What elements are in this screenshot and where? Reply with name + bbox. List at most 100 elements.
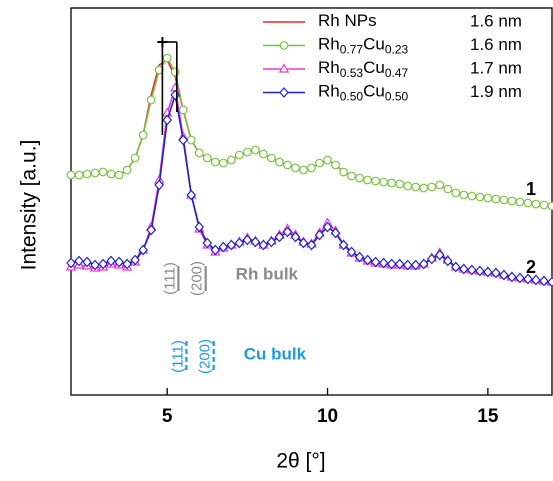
data-point (154, 179, 164, 191)
data-point (90, 168, 100, 178)
legend-label: Rh0.50Cu0.50 (318, 82, 409, 104)
legend-size: 1.9 nm (470, 82, 522, 101)
data-point (427, 182, 437, 192)
data-point (291, 163, 300, 173)
data-point (250, 145, 260, 155)
data-point (138, 244, 148, 256)
data-point (467, 264, 477, 276)
data-point (122, 165, 132, 175)
data-point (491, 194, 501, 204)
data-point (531, 199, 541, 209)
data-point (523, 198, 533, 208)
reference-label: (111) (161, 262, 178, 295)
legend-size: 1.7 nm (470, 58, 522, 77)
data-point (442, 255, 453, 267)
data-point (451, 188, 461, 198)
data-point (322, 221, 333, 233)
data-point (394, 258, 405, 270)
data-point (443, 184, 453, 194)
reference-name: Cu bulk (244, 344, 307, 363)
data-point (98, 167, 108, 177)
data-point (298, 237, 309, 249)
data-point (419, 183, 429, 193)
data-point (338, 239, 349, 251)
legend-size: 1.6 nm (470, 11, 522, 30)
data-point (266, 236, 277, 248)
data-point (547, 276, 553, 288)
data-point (194, 148, 204, 158)
data-point (331, 160, 340, 170)
data-point (539, 275, 549, 287)
data-point (210, 157, 220, 167)
data-point (475, 192, 485, 202)
data-point (178, 105, 188, 115)
data-point (378, 257, 389, 269)
reference-label: (200) (189, 261, 206, 296)
data-point (314, 229, 325, 241)
data-point (283, 160, 292, 170)
data-point (418, 258, 429, 270)
x-axis-label: 2θ [°] (276, 450, 325, 473)
data-point (450, 261, 461, 273)
data-point (547, 201, 553, 211)
data-point (250, 236, 261, 248)
data-point (186, 189, 197, 201)
data-point (106, 169, 116, 179)
data-point (82, 256, 92, 268)
legend-label: Rh NPs (318, 11, 377, 30)
data-point (218, 241, 229, 253)
data-point (170, 67, 180, 77)
data-point (523, 273, 533, 285)
data-point (146, 95, 156, 105)
plot-frame (70, 7, 553, 396)
data-point (363, 175, 373, 185)
data-point (435, 180, 445, 190)
legend-marker (279, 41, 289, 50)
data-point (483, 193, 493, 203)
x-tick-label: 15 (477, 406, 499, 427)
legend-marker (278, 63, 290, 73)
data-point (307, 163, 316, 173)
data-point (234, 237, 245, 249)
reference-name: Rh bulk (236, 264, 299, 283)
data-point (130, 254, 140, 266)
data-point (323, 155, 332, 165)
data-point (242, 147, 252, 157)
data-point (515, 272, 525, 284)
data-point (90, 259, 100, 271)
data-point (299, 165, 308, 175)
data-point (355, 173, 365, 183)
data-point (507, 196, 517, 206)
data-point (259, 149, 268, 159)
y-axis-label: Intensity [a.u.] (18, 140, 41, 271)
data-point (339, 167, 348, 177)
data-point (274, 231, 285, 243)
data-point (267, 153, 276, 163)
curve-label: 1 (526, 179, 536, 199)
legend-label: Rh0.53Cu0.47 (318, 58, 409, 80)
data-point (411, 182, 421, 192)
data-point (410, 259, 421, 271)
data-point (114, 170, 124, 180)
data-point (202, 153, 212, 163)
data-point (507, 271, 517, 283)
data-point (539, 200, 549, 210)
legend-size: 1.6 nm (470, 35, 522, 54)
data-point (531, 274, 541, 286)
data-point (138, 130, 148, 140)
data-point (98, 258, 108, 270)
data-point (258, 239, 269, 251)
data-point (346, 246, 357, 258)
legend-label: Rh0.77Cu0.23 (318, 35, 409, 57)
data-point (186, 135, 196, 145)
data-point (315, 158, 324, 168)
data-point (426, 253, 437, 265)
data-point (467, 191, 477, 201)
data-point (515, 197, 525, 207)
data-point (146, 224, 156, 236)
data-point (499, 269, 509, 281)
data-point (162, 53, 172, 63)
data-point (162, 114, 173, 126)
data-point (130, 153, 140, 163)
